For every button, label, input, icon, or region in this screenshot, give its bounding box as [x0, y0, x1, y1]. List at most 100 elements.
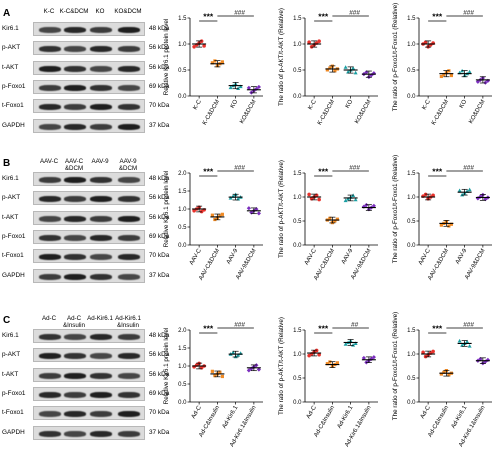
data-point [220, 60, 224, 64]
data-point [218, 370, 222, 374]
data-point [246, 85, 251, 90]
data-point [254, 206, 259, 212]
molecular-weight-label: 56 kDa [149, 370, 170, 378]
protein-band [39, 104, 61, 111]
y-tick-label: 0.0 [293, 243, 302, 249]
x-tick-label: AAV-9 [455, 247, 469, 265]
data-point [192, 208, 196, 213]
x-tick-label: Ad-Kir6.1 [451, 404, 469, 429]
x-tick-label: KO&DCM [239, 99, 257, 125]
protein-band [118, 177, 140, 183]
data-point [210, 369, 214, 373]
protein-band [64, 123, 86, 130]
protein-band [118, 411, 140, 418]
data-point [353, 197, 358, 202]
molecular-weight-label: 70 kDa [149, 252, 170, 260]
data-point [333, 69, 337, 73]
protein-band [90, 411, 112, 418]
significance-label: *** [432, 12, 443, 22]
data-point [317, 197, 321, 202]
significance-label: *** [203, 12, 214, 22]
blot-strip [33, 406, 145, 421]
protein-band [64, 196, 86, 203]
scatter-chart: The ratio of p-Foxo1/t-Foxo1 (Relative) 0… [392, 312, 492, 448]
protein-label: p-Foxo1 [2, 82, 26, 90]
protein-band [39, 215, 61, 222]
protein-band [118, 234, 140, 241]
data-point [475, 196, 480, 201]
protein-label: t-AKT [2, 213, 19, 221]
protein-band [118, 196, 140, 203]
data-point [220, 212, 224, 216]
significance-label: ### [463, 10, 474, 17]
protein-band [90, 372, 112, 379]
y-tick-label: 0.0 [178, 94, 187, 100]
y-tick-label: 0.5 [178, 382, 187, 388]
x-tick-label: K-C&DCM [431, 99, 450, 126]
y-tick-label: 2.0 [178, 328, 187, 334]
y-tick-label: 0.5 [293, 68, 302, 74]
protein-band [64, 104, 86, 111]
protein-label: Kir6.1 [2, 25, 19, 32]
significance-label: *** [318, 12, 329, 22]
y-tick-label: 0.0 [178, 400, 187, 406]
significance-label: *** [318, 167, 329, 177]
blot-strip [33, 172, 145, 186]
protein-band [90, 46, 112, 53]
molecular-weight-label: 56 kDa [149, 194, 170, 202]
lane-header: AAV-C [39, 158, 59, 165]
x-tick-label: K-C [307, 98, 318, 111]
blot-strip [33, 60, 145, 75]
y-tick-label: 1.0 [293, 352, 302, 358]
protein-band [118, 123, 140, 130]
y-tick-label: 1.5 [293, 328, 302, 334]
data-point [431, 193, 435, 198]
data-point [351, 343, 356, 347]
protein-band [64, 27, 86, 33]
y-tick-label: 1.5 [178, 189, 187, 195]
protein-band [90, 430, 112, 437]
x-tick-label: AAV-9&DCM [464, 248, 486, 281]
x-tick-label: KO&DCM [468, 99, 486, 125]
protein-band [39, 391, 61, 398]
data-point [371, 71, 376, 76]
y-axis-label: The ratio of p-Foxo1/t-Foxo1 (Relative) [392, 312, 399, 421]
data-point [431, 349, 435, 354]
panel-letter: C [3, 315, 11, 326]
protein-band [39, 177, 61, 183]
protein-label: p-Foxo1 [2, 232, 26, 240]
data-point [421, 350, 425, 355]
protein-band [39, 123, 61, 130]
protein-band [39, 84, 61, 91]
data-point [220, 374, 224, 379]
protein-band [90, 391, 112, 398]
protein-band [118, 65, 140, 72]
y-tick-label: 1.0 [407, 42, 416, 48]
protein-band [64, 334, 86, 340]
x-tick-label: Ad-C [306, 404, 318, 419]
y-tick-label: 1.5 [293, 16, 302, 22]
protein-label: t-Foxo1 [2, 252, 24, 260]
protein-band [90, 27, 112, 33]
protein-band [39, 27, 61, 33]
scatter-chart: The ratio of p-AKT/t-AKT (Relative) 0.0 0.… [278, 317, 378, 448]
lane-header: Ad-Kir6.1 &Insulin [115, 315, 141, 329]
protein-band [118, 334, 140, 340]
data-point [449, 222, 453, 226]
y-tick-label: 1.5 [178, 346, 187, 352]
data-point [325, 362, 329, 366]
x-tick-label: AAV-C [304, 247, 318, 266]
data-point [254, 86, 259, 91]
y-tick-label: 0.5 [293, 219, 302, 225]
data-point [467, 69, 472, 74]
lane-header: K-C [43, 8, 55, 15]
panel-letter: B [3, 158, 11, 169]
data-point [202, 44, 206, 48]
significance-label: *** [203, 167, 214, 177]
y-tick-label: 1.5 [178, 16, 187, 22]
molecular-weight-label: 37 kDa [149, 271, 170, 279]
y-tick-label: 0.0 [407, 243, 416, 249]
y-tick-label: 1.5 [407, 171, 416, 177]
protein-band [64, 65, 86, 72]
x-tick-label: K-C&DCM [202, 99, 221, 126]
